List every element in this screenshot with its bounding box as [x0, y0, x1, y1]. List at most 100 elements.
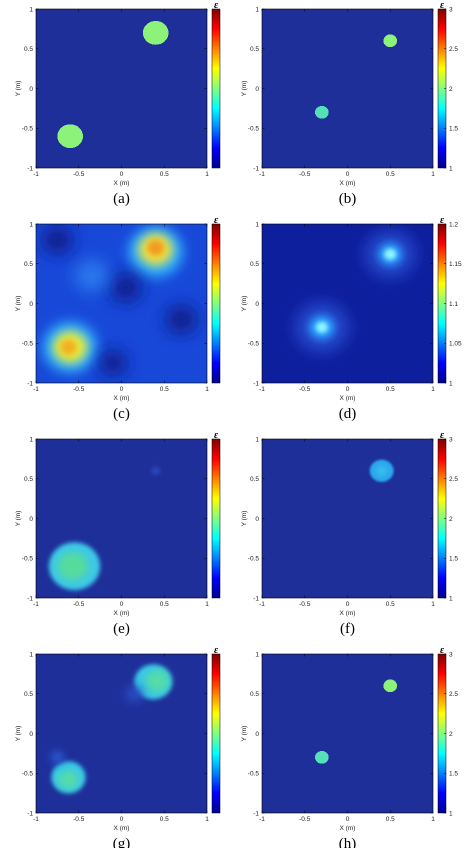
y-tick-label: 0: [255, 731, 259, 738]
y-tick-label: 1: [29, 651, 33, 658]
y-tick-label: -1: [253, 380, 259, 387]
x-tick-label: -1: [259, 601, 265, 608]
x-tick-label: 0: [120, 601, 124, 608]
y-tick-label: -0.5: [22, 771, 34, 778]
x-tick-label: 0.5: [160, 171, 169, 178]
colorbar-label: ε: [440, 645, 445, 656]
scatterer-blob: [151, 466, 160, 475]
y-axis-label: Y (m): [241, 511, 248, 527]
x-tick-label: -1: [33, 386, 39, 393]
colorbar-tick-label: 1.15: [449, 261, 462, 268]
plot-background: [262, 654, 433, 813]
scatterer-blob: [50, 750, 65, 764]
x-axis-label: X (m): [340, 395, 356, 402]
scatterer-blob: [125, 685, 143, 702]
x-tick-label: -1: [33, 601, 39, 608]
y-tick-label: 1: [29, 436, 33, 443]
y-axis-label: Y (m): [15, 726, 22, 742]
x-tick-label: 0.5: [160, 386, 169, 393]
y-axis-label: Y (m): [241, 296, 248, 312]
y-axis-label: Y (m): [241, 726, 248, 742]
colorbar: [211, 653, 221, 814]
y-tick-label: -0.5: [248, 771, 260, 778]
x-tick-label: 0: [120, 386, 124, 393]
y-tick-label: 0: [29, 301, 33, 308]
y-tick-label: -0.5: [248, 556, 260, 563]
colorbar-label: ε: [214, 215, 219, 226]
x-tick-label: -1: [259, 386, 265, 393]
colorbar-tick-label: 2: [449, 731, 453, 738]
colorbar-tick-label: 1.5: [449, 126, 458, 133]
scatterer-blob: [315, 105, 329, 119]
colorbar-tick-label: 2: [449, 516, 453, 523]
colorbar-tick-label: 2.5: [449, 46, 458, 53]
y-tick-label: 0.5: [250, 476, 259, 483]
plot-background: [262, 439, 433, 598]
y-tick-label: 0.5: [250, 261, 259, 268]
y-tick-label: -0.5: [22, 341, 34, 348]
colorbar-tick-label: 1.2: [449, 221, 458, 228]
panel-caption: (b): [339, 191, 357, 207]
plot-background: [262, 9, 433, 168]
colorbar-label: ε: [214, 0, 219, 11]
scatterer-blob: [57, 124, 84, 149]
x-tick-label: 0.5: [386, 816, 395, 823]
scatterer-blob: [59, 339, 78, 356]
x-tick-label: 0: [120, 171, 124, 178]
x-tick-label: 1: [431, 816, 435, 823]
y-tick-label: -1: [27, 595, 33, 602]
colorbar: [211, 438, 221, 599]
panel-caption: (g): [113, 836, 131, 848]
x-axis-label: X (m): [114, 395, 130, 402]
y-tick-label: 0.5: [250, 46, 259, 53]
y-axis-label: Y (m): [15, 81, 22, 97]
scatterer-blob: [57, 551, 89, 581]
x-axis-label: X (m): [114, 610, 130, 617]
y-tick-label: 1: [255, 436, 259, 443]
y-tick-label: 0: [255, 516, 259, 523]
colorbar-tick-label: 1: [449, 165, 453, 172]
y-tick-label: 1: [29, 6, 33, 13]
colorbar-label: ε: [214, 645, 219, 656]
x-tick-label: -1: [33, 816, 39, 823]
x-tick-label: 1: [431, 386, 435, 393]
x-tick-label: 0.5: [160, 601, 169, 608]
x-tick-label: -0.5: [73, 171, 85, 178]
colorbar-tick-label: 3: [449, 651, 453, 658]
colorbar-tick-label: 1.5: [449, 556, 458, 563]
y-tick-label: -1: [27, 165, 33, 172]
colorbar-tick-label: 2: [449, 86, 453, 93]
colorbar: [211, 223, 221, 384]
x-tick-label: -0.5: [73, 386, 85, 393]
y-tick-label: -1: [253, 595, 259, 602]
scatterer-blob: [142, 20, 169, 45]
x-tick-label: 0: [346, 386, 350, 393]
colorbar: [211, 8, 221, 169]
y-tick-label: -0.5: [248, 341, 260, 348]
colorbar-tick-label: 3: [449, 436, 453, 443]
panel-a: -1 -0.5 0 0.5 1 1 0.5 0 -0.5 -1 X (m) Y (m) ε (a): [15, 0, 221, 207]
x-tick-label: -0.5: [299, 171, 311, 178]
x-tick-label: 0.5: [386, 171, 395, 178]
panel-f: -1 -0.5 0 0.5 1 1 0.5 0 -0.5 -1 X (m) Y (m) ε 3 2.5 2 1.…: [241, 430, 458, 637]
x-tick-label: -0.5: [73, 601, 85, 608]
y-tick-label: 1: [255, 221, 259, 228]
scatterer-blob: [74, 259, 109, 292]
scatterer-blob: [383, 679, 398, 693]
panel-g: -1 -0.5 0 0.5 1 1 0.5 0 -0.5 -1 X (m) Y (m) ε (g): [15, 645, 221, 848]
panel-c: -1 -0.5 0 0.5 1 1 0.5 0 -0.5 -1 X (m) Y (m) ε (c): [15, 215, 221, 422]
x-tick-label: -0.5: [299, 601, 311, 608]
scatterer-blob: [383, 34, 398, 48]
colorbar-tick-label: 3: [449, 6, 453, 13]
panel-caption: (e): [113, 621, 130, 637]
y-tick-label: -1: [253, 810, 259, 817]
y-tick-label: 1: [255, 6, 259, 13]
x-axis-label: X (m): [340, 825, 356, 832]
y-tick-label: -0.5: [248, 126, 260, 133]
panel-caption: (h): [339, 836, 357, 848]
x-tick-label: 0: [346, 171, 350, 178]
scatterer-blob: [41, 225, 73, 255]
colorbar-tick-label: 1: [449, 595, 453, 602]
scatterer-blob: [384, 248, 397, 260]
